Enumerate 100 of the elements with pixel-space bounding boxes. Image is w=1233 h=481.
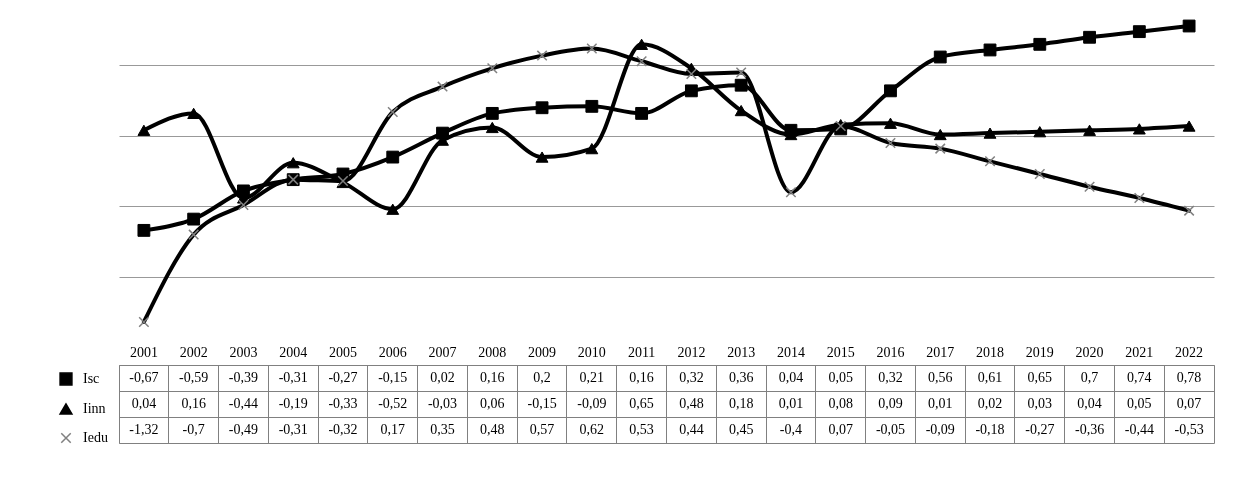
data-label: 0,57: [529, 422, 555, 437]
point: [585, 99, 599, 113]
point: [386, 150, 400, 164]
data-label: 0,65: [1027, 370, 1053, 385]
point: [137, 124, 151, 136]
point: [485, 106, 499, 120]
x-tick-label: 2013: [727, 344, 756, 360]
x-tick-label: 2021: [1125, 344, 1154, 360]
data-label: 0,65: [629, 396, 654, 411]
x-tick-label: 2002: [179, 344, 208, 360]
x-tick-label: 2005: [328, 344, 357, 360]
data-label: -0,36: [1074, 422, 1105, 437]
x-tick-label: 2012: [677, 344, 706, 360]
point: [983, 127, 997, 139]
data-label: 0,07: [828, 422, 853, 437]
point: [933, 128, 947, 141]
data-label: 0,78: [1176, 370, 1202, 385]
data-label: -0,31: [278, 422, 308, 437]
legend-label: Iedu: [83, 430, 108, 445]
data-label: 0,74: [1127, 370, 1152, 385]
x-tick-label: 2011: [627, 344, 656, 360]
data-label: -0,18: [975, 422, 1005, 437]
data-label: 0,48: [679, 396, 704, 411]
x-tick-label: 2019: [1025, 344, 1054, 360]
data-label: -0,44: [1124, 422, 1154, 437]
data-label: 0,05: [1127, 396, 1152, 411]
x-tick-label: 2010: [577, 344, 606, 360]
data-label: 0,17: [380, 422, 405, 437]
point: [1083, 124, 1096, 136]
data-label: -0,09: [925, 422, 955, 437]
data-label: 0,2: [533, 370, 551, 385]
x-tick-label: 2015: [826, 344, 855, 360]
point: [635, 106, 649, 120]
data-label: -0,27: [1025, 422, 1055, 437]
x-tick-label: 2022: [1175, 344, 1204, 360]
point: [1033, 37, 1047, 51]
data-label: 0,07: [1176, 396, 1202, 411]
data-label: -0,05: [875, 422, 906, 437]
point: [884, 84, 897, 98]
data-label: 0,35: [430, 422, 455, 437]
data-label: 0,32: [878, 370, 903, 385]
data-label: -0,31: [278, 370, 308, 385]
point: [187, 107, 201, 120]
legend-label: Iinn: [83, 401, 106, 416]
data-label: 0,16: [629, 370, 654, 385]
data-label: 0,62: [579, 422, 605, 437]
data-label: -1,32: [129, 422, 159, 437]
data-label: -0,03: [427, 396, 458, 411]
data-label: 0,02: [430, 370, 455, 385]
point: [933, 50, 947, 64]
x-tick-label: 2016: [876, 344, 905, 360]
x-tick-label: 2017: [926, 344, 955, 360]
x-tick-label: 2009: [528, 344, 557, 360]
data-label: 0,18: [728, 396, 754, 411]
point: [1132, 25, 1146, 39]
point: [983, 43, 997, 57]
data-label: -0,67: [129, 370, 159, 385]
x-tick-label: 2020: [1075, 344, 1104, 360]
x-tick-label: 2008: [478, 344, 507, 360]
data-label: -0,7: [182, 422, 205, 437]
x-tick-label: 2014: [776, 344, 805, 360]
point: [286, 157, 300, 169]
x-tick-label: 2003: [229, 344, 258, 360]
point: [137, 223, 151, 237]
point: [485, 121, 499, 134]
point: [1033, 126, 1047, 138]
point: [734, 78, 748, 92]
data-label: 0,53: [629, 422, 654, 437]
point: [1182, 120, 1196, 132]
data-label: 0,16: [480, 370, 505, 385]
data-label: -0,44: [228, 396, 259, 411]
point: [1132, 123, 1146, 135]
data-label: 0,44: [679, 422, 704, 437]
data-label: 0,09: [878, 396, 903, 411]
x-tick-label: 2004: [279, 344, 308, 360]
legend-label: Isc: [83, 371, 100, 386]
data-label: -0,09: [577, 396, 607, 411]
x-tick-label: 2001: [129, 344, 158, 360]
data-label: 0,01: [778, 396, 804, 411]
data-label: 0,01: [928, 396, 953, 411]
data-label: 0,48: [480, 422, 505, 437]
data-label: 0,08: [828, 396, 853, 411]
data-label: 0,03: [1027, 396, 1053, 411]
data-label: 0,04: [1077, 396, 1102, 411]
data-label: -0,33: [328, 396, 358, 411]
data-label: -0,49: [228, 422, 259, 437]
data-label: 0,06: [480, 396, 505, 411]
data-label: 0,7: [1080, 370, 1099, 385]
data-label: -0,19: [278, 396, 308, 411]
data-label: 0,56: [928, 370, 953, 385]
data-label: -0,27: [328, 370, 358, 385]
point: [684, 84, 698, 98]
data-label: 0,36: [728, 370, 754, 385]
data-label: 0,61: [977, 370, 1003, 385]
x-tick-label: 2007: [428, 344, 457, 360]
x-tick-label: 2018: [976, 344, 1005, 360]
data-label: 0,04: [131, 396, 157, 411]
point: [1083, 30, 1096, 44]
data-label: -0,52: [378, 396, 408, 411]
point: [535, 151, 549, 163]
